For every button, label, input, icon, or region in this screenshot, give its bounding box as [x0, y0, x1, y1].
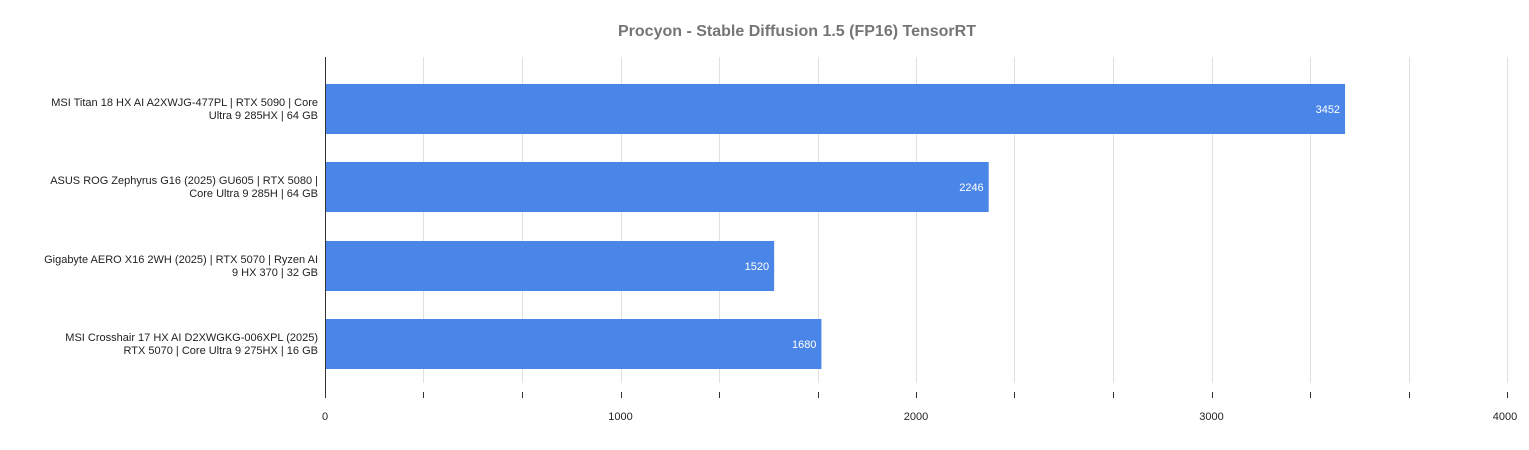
x-tick-label: 1000 [608, 411, 632, 423]
data-label: 2246 [959, 182, 983, 194]
axes [325, 57, 1508, 398]
bar [325, 241, 775, 291]
category-label: MSI Crosshair 17 HX AI D2XWGKG-006XPL (2… [65, 332, 318, 357]
category-label-line: Gigabyte AERO X16 2WH (2025) | RTX 5070 … [44, 254, 318, 266]
x-tick-label: 2000 [904, 411, 928, 423]
category-label: MSI Titan 18 HX AI A2XWJG-477PL | RTX 50… [51, 97, 318, 122]
category-label-line: 9 HX 370 | 32 GB [232, 267, 318, 279]
x-tick-label: 0 [322, 411, 328, 423]
category-label-line: Ultra 9 285HX | 64 GB [209, 110, 318, 122]
bar [325, 162, 989, 212]
chart-title: Procyon - Stable Diffusion 1.5 (FP16) Te… [618, 23, 976, 40]
category-label-line: Core Ultra 9 285H | 64 GB [189, 188, 318, 200]
category-label-line: RTX 5070 | Core Ultra 9 275HX | 16 GB [124, 345, 318, 357]
category-label-line: MSI Crosshair 17 HX AI D2XWGKG-006XPL (2… [65, 332, 318, 344]
tick-labels: 0 1000 2000 3000 4000 [322, 411, 1517, 423]
data-label: 1680 [792, 339, 816, 351]
bar [325, 319, 822, 369]
category-label: ASUS ROG Zephyrus G16 (2025) GU605 | RTX… [50, 175, 318, 200]
category-labels: MSI Titan 18 HX AI A2XWJG-477PL | RTX 50… [44, 97, 318, 357]
x-tick-label: 3000 [1199, 411, 1223, 423]
x-tick-label: 4000 [1493, 411, 1517, 423]
category-label-line: ASUS ROG Zephyrus G16 (2025) GU605 | RTX… [50, 175, 318, 187]
bar [325, 84, 1346, 134]
category-label: Gigabyte AERO X16 2WH (2025) | RTX 5070 … [44, 254, 318, 279]
category-label-line: MSI Titan 18 HX AI A2XWJG-477PL | RTX 50… [51, 97, 318, 109]
data-label: 3452 [1316, 104, 1340, 116]
bars: 3452 2246 1520 1680 [325, 84, 1346, 369]
data-label: 1520 [745, 261, 769, 273]
